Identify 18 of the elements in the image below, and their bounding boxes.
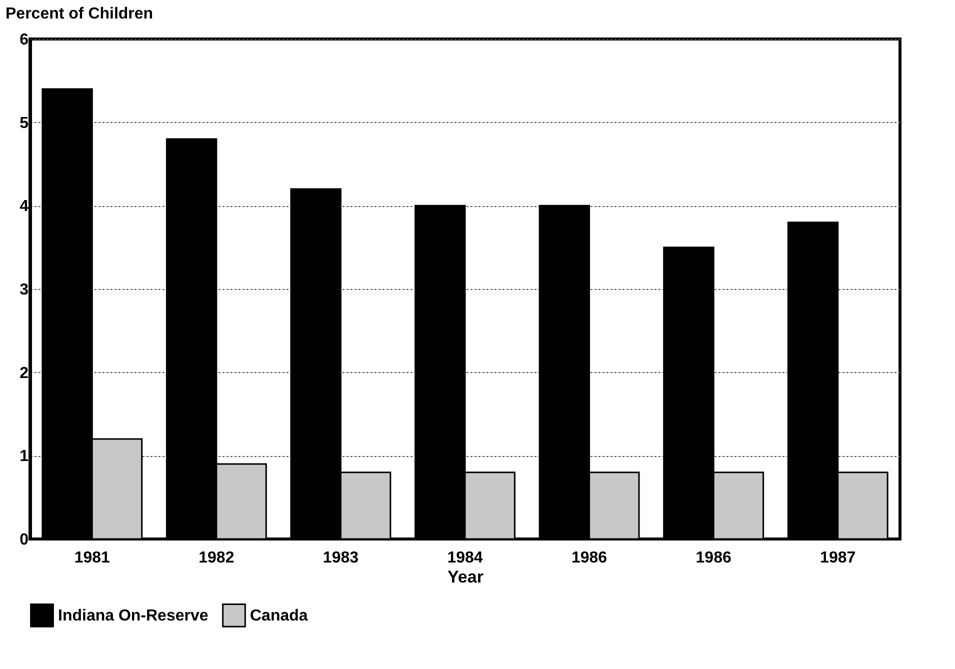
legend-label: Indiana On-Reserve [58, 607, 208, 624]
x-tick-label: 1986 [571, 550, 608, 566]
x-axis-title: Year [448, 568, 484, 586]
y-tick-label: 6 [20, 32, 29, 48]
y-tick-label: 4 [20, 198, 29, 216]
y-tick-label: 3 [20, 282, 29, 298]
y-tick-label: 1 [20, 448, 29, 466]
x-tick-label: 1982 [198, 550, 234, 566]
y-tick-label: 0 [20, 532, 29, 548]
x-tick-label: 1987 [820, 550, 856, 566]
x-tick-label: 1981 [74, 550, 110, 566]
legend-label: Canada [250, 607, 308, 624]
y-axis-title: Percent of Children [6, 6, 154, 22]
y-tick-label: 2 [20, 364, 29, 382]
x-tick-label: 1983 [322, 550, 359, 566]
y-tick-label: 5 [20, 114, 29, 132]
x-tick-label: 1984 [447, 550, 483, 566]
x-tick-label: 1986 [696, 550, 732, 566]
